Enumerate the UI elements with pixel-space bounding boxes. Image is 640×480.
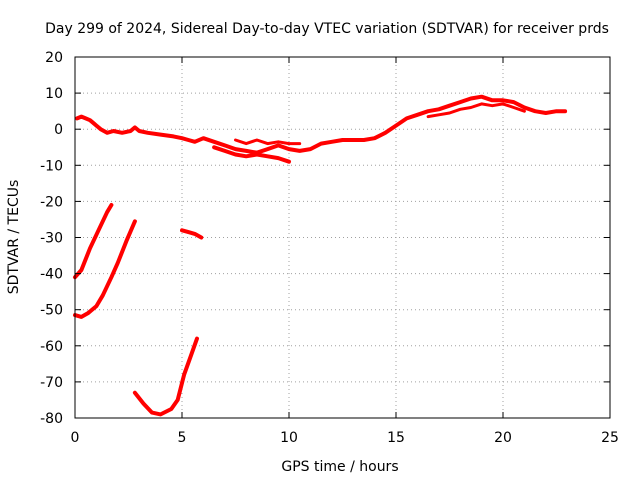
grid-lines	[75, 57, 610, 418]
y-tick-label: -10	[40, 158, 63, 174]
x-axis-label: GPS time / hours	[281, 459, 398, 475]
axis-ticks: 0 5 10 15 20 25 20 10 0 -10 -20 -30 -40 -50 -60 -70 -80	[40, 50, 619, 446]
x-tick-label: 0	[71, 430, 80, 446]
y-tick-label: -50	[40, 303, 63, 319]
y-tick-label: -40	[40, 267, 63, 283]
series-segment-a	[73, 203, 114, 280]
y-tick-label: -20	[40, 194, 63, 210]
x-tick-label: 15	[387, 430, 405, 446]
series-segment-c	[180, 228, 204, 240]
series-segment-d	[132, 336, 199, 417]
y-tick-label: 0	[54, 122, 63, 138]
y-tick-label: -80	[40, 411, 63, 427]
series-segment-b	[73, 219, 137, 319]
x-tick-label: 10	[280, 430, 298, 446]
y-tick-label: -70	[40, 375, 63, 391]
x-tick-label: 25	[601, 430, 619, 446]
y-axis-label: SDTVAR / TECUs	[6, 180, 22, 295]
data-series	[73, 94, 568, 417]
series-main-track-lower-band	[212, 145, 291, 164]
series-main-track-late-band	[426, 102, 526, 119]
series-main-track	[75, 94, 568, 155]
chart-title: Day 299 of 2024, Sidereal Day-to-day VTE…	[45, 21, 609, 37]
y-tick-label: 10	[45, 86, 63, 102]
x-tick-label: 20	[494, 430, 512, 446]
series-main-track-upper-band	[234, 138, 302, 146]
x-tick-label: 5	[178, 430, 187, 446]
y-tick-label: -60	[40, 339, 63, 355]
y-tick-label: -30	[40, 231, 63, 247]
y-tick-label: 20	[45, 50, 63, 66]
